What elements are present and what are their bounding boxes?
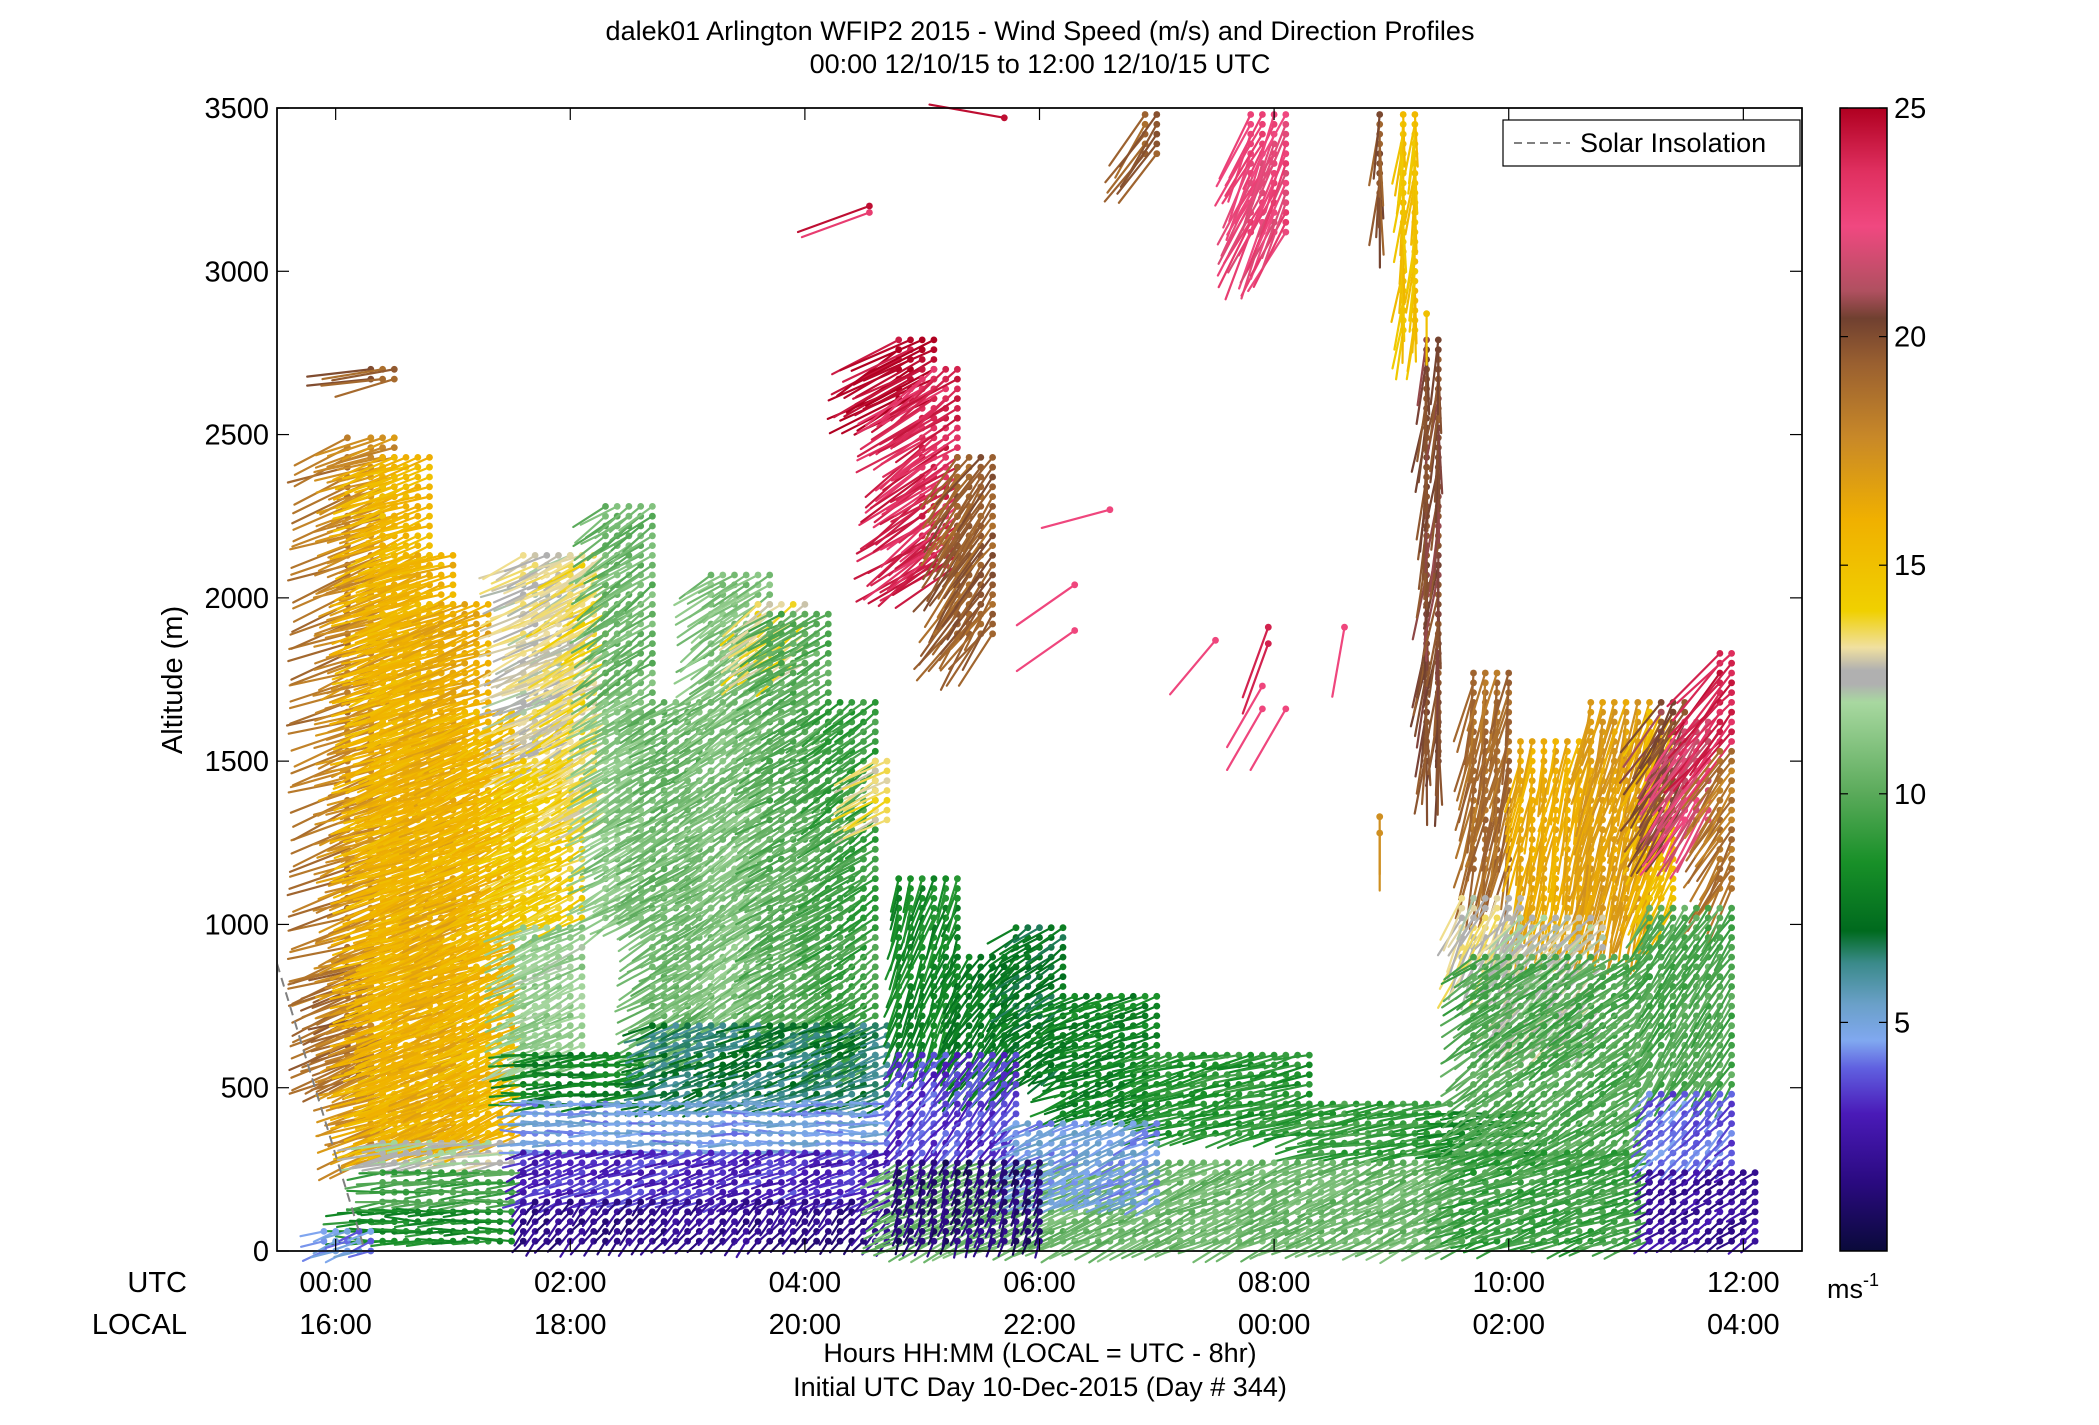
chart-title-line2: 00:00 12/10/15 to 12:00 12/10/15 UTC — [810, 49, 1271, 79]
wind-profile-figure: dalek01 Arlington WFIP2 2015 - Wind Spee… — [0, 0, 2099, 1425]
chart-title-line1: dalek01 Arlington WFIP2 2015 - Wind Spee… — [606, 16, 1475, 46]
